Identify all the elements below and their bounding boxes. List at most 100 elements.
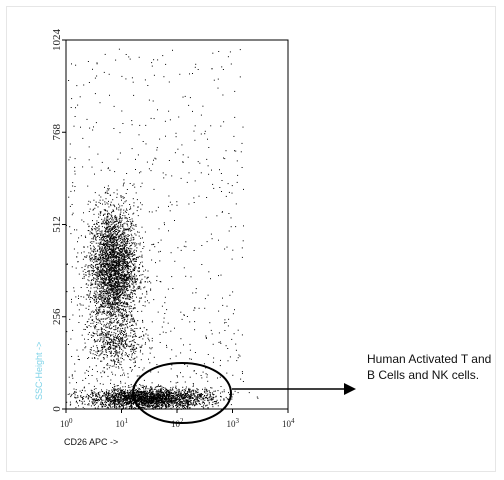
data-point [101, 282, 103, 284]
data-point [125, 217, 127, 219]
data-point [120, 331, 122, 333]
data-point [97, 245, 99, 247]
data-point [90, 393, 92, 395]
data-point [131, 316, 133, 318]
data-point [137, 320, 139, 322]
data-point [95, 314, 97, 316]
data-point [145, 333, 147, 335]
data-point [100, 250, 102, 252]
data-point [91, 238, 93, 240]
data-point [140, 395, 142, 397]
data-point [109, 348, 111, 350]
data-point [108, 234, 110, 236]
data-point [129, 261, 131, 263]
data-point [110, 295, 112, 297]
data-point [94, 248, 96, 250]
data-point [123, 280, 125, 282]
data-point [134, 353, 136, 355]
data-point [159, 400, 161, 402]
data-point [97, 230, 99, 232]
data-point [117, 395, 119, 397]
data-point [95, 318, 97, 320]
data-point [131, 253, 132, 255]
data-point [123, 270, 125, 272]
data-point [104, 271, 106, 273]
data-point [107, 302, 109, 304]
data-point [108, 367, 110, 369]
data-point [127, 345, 129, 347]
points-layer [66, 48, 259, 410]
data-point [127, 289, 129, 291]
data-point [121, 289, 123, 291]
data-point [121, 261, 123, 263]
data-point [141, 226, 143, 228]
data-point [101, 405, 103, 407]
data-point [125, 265, 127, 267]
data-point [105, 349, 107, 351]
data-point [123, 344, 124, 346]
data-point [124, 310, 126, 311]
data-point [202, 388, 203, 390]
data-point [175, 399, 177, 401]
data-point [127, 225, 129, 227]
data-point [138, 397, 140, 399]
data-point [126, 345, 128, 346]
data-point [112, 287, 114, 289]
data-point [125, 291, 127, 293]
data-point [100, 248, 102, 250]
data-point [114, 216, 116, 218]
data-point [113, 263, 115, 265]
data-point [102, 318, 104, 320]
data-point [125, 250, 127, 252]
data-point [127, 279, 129, 281]
data-point [124, 292, 126, 294]
data-point [115, 267, 117, 269]
data-point [113, 279, 115, 281]
data-point [92, 271, 94, 273]
data-point [106, 251, 107, 253]
data-point [179, 393, 181, 395]
data-point [89, 396, 91, 398]
data-point [110, 205, 112, 207]
data-point [130, 222, 132, 224]
data-point [105, 249, 107, 251]
data-point [111, 276, 113, 278]
data-point [121, 330, 123, 332]
data-point [112, 231, 114, 233]
data-point [99, 340, 101, 342]
data-point [113, 281, 115, 283]
data-point [98, 255, 100, 257]
data-point [87, 358, 89, 359]
data-point [111, 323, 113, 324]
data-point [139, 282, 141, 284]
data-point [113, 300, 115, 302]
data-point [107, 407, 109, 409]
data-point [103, 302, 105, 304]
data-point [112, 334, 114, 336]
data-point [105, 351, 107, 353]
data-point [121, 288, 123, 290]
data-point [106, 274, 108, 276]
data-point [118, 236, 120, 238]
data-point [140, 281, 142, 283]
data-point [132, 317, 134, 319]
data-point [142, 265, 143, 267]
data-point [109, 346, 111, 348]
data-point [117, 358, 119, 360]
data-point [102, 347, 104, 349]
data-point [107, 168, 109, 170]
data-point [114, 268, 116, 270]
data-point [133, 268, 135, 270]
data-point [129, 325, 131, 327]
data-point [111, 291, 113, 293]
data-point [118, 309, 120, 311]
data-point [110, 274, 111, 276]
data-point [93, 287, 95, 289]
data-point [126, 271, 128, 273]
data-point [134, 342, 136, 344]
data-point [119, 268, 121, 270]
data-point [101, 402, 103, 403]
data-point [87, 246, 89, 248]
data-point [101, 278, 103, 280]
data-point [109, 338, 111, 340]
